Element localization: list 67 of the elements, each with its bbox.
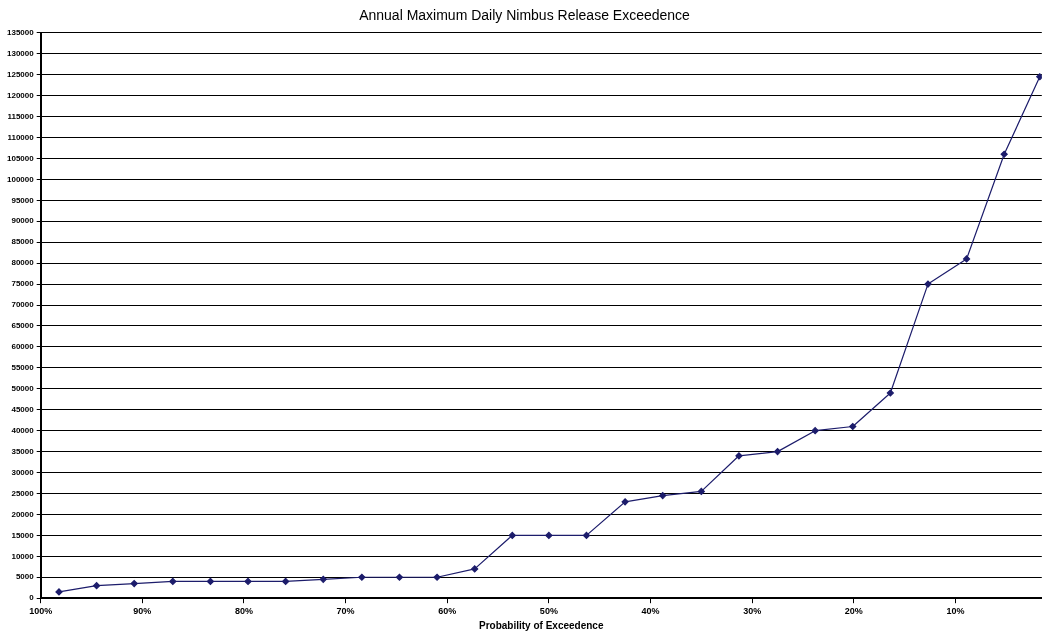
point: [55, 588, 63, 596]
point: [358, 573, 366, 581]
point: [886, 389, 894, 397]
y-tick-label: 100000: [6, 174, 35, 184]
point: [319, 575, 327, 583]
x-axis-title: Probability of Exceedence: [479, 619, 604, 631]
y-tick-label: 110000: [7, 132, 35, 142]
y-tick-label: 40000: [11, 425, 35, 435]
y-tick-label: 65000: [11, 321, 35, 331]
y-tick-label: 25000: [11, 488, 35, 498]
y-tick-label: 55000: [11, 363, 35, 373]
y-tick-label: 95000: [11, 195, 35, 205]
y-tick-label: 75000: [11, 279, 35, 289]
y-tick-label: 80000: [11, 258, 35, 268]
y-tick-label: 0: [29, 593, 35, 603]
y-tick-label: 20000: [11, 509, 35, 519]
point: [962, 255, 971, 263]
x-tick-label: 10%: [946, 606, 965, 617]
x-tick-label: 90%: [133, 606, 152, 617]
y-tick-label: 120000: [6, 90, 35, 100]
y-tick-label: 30000: [11, 467, 35, 477]
x-tick-label: 80%: [234, 606, 253, 617]
point: [471, 565, 479, 573]
point: [811, 427, 819, 435]
y-tick-label: 85000: [11, 237, 35, 247]
y-tick-label: 115000: [7, 111, 35, 121]
point: [244, 577, 252, 586]
y-tick-label: 125000: [6, 69, 35, 79]
point: [206, 577, 215, 586]
point: [1036, 73, 1042, 81]
y-tick-label: 5000: [15, 572, 35, 582]
point: [395, 573, 404, 581]
y-tick-label: 105000: [6, 153, 35, 163]
point: [849, 422, 857, 431]
x-tick-label: 30%: [743, 606, 762, 617]
point: [735, 452, 743, 460]
y-tick-label: 130000: [6, 48, 35, 58]
point: [545, 531, 553, 539]
point: [621, 498, 629, 506]
point: [93, 582, 101, 590]
y-tick-label: 15000: [11, 530, 35, 540]
y-tick-label: 10000: [11, 551, 35, 561]
x-tick-label: 50%: [539, 606, 558, 617]
y-tick-label: 50000: [11, 384, 35, 393]
point: [433, 573, 441, 581]
point: [130, 579, 138, 588]
point: [659, 491, 667, 500]
y-tick-label: 90000: [11, 216, 35, 226]
x-tick-label: 40%: [641, 606, 660, 617]
y-tick-label: 35000: [11, 446, 35, 456]
x-tick-label: 60%: [438, 606, 457, 617]
x-tick-label: 20%: [844, 606, 863, 617]
y-tick-label: 135000: [6, 28, 35, 37]
point: [773, 448, 782, 456]
point: [697, 487, 705, 495]
point: [924, 280, 932, 288]
y-tick-label: 70000: [11, 300, 35, 310]
y-tick-label: 60000: [11, 342, 35, 352]
point: [169, 577, 177, 586]
point: [1000, 150, 1008, 158]
x-tick-label: 100%: [29, 606, 53, 617]
point: [282, 577, 290, 586]
chart-title: Annual Maximum Daily Nimbus Release Exceedence: [359, 7, 691, 24]
x-tick-label: 70%: [336, 606, 355, 617]
y-tick-label: 45000: [11, 404, 35, 414]
point: [508, 531, 516, 539]
point: [582, 531, 591, 539]
